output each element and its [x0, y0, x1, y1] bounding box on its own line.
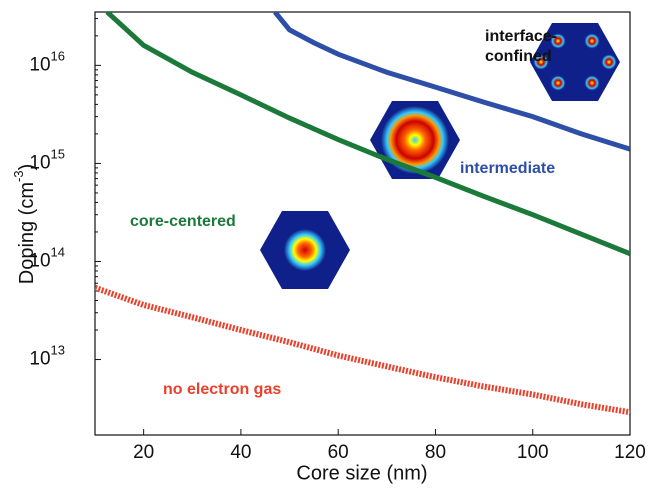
y-tick-exponent: 13 [51, 343, 65, 358]
annotation: intermediate [460, 160, 555, 177]
x-tick-label: 120 [614, 442, 646, 463]
y-tick-base: 10 [29, 152, 50, 173]
y-tick-base: 10 [29, 349, 50, 370]
y-tick-exponent: 14 [51, 245, 65, 260]
y-tick-exponent: 16 [51, 49, 65, 64]
chart: Core size (nm) Doping (cm-3) interface- … [0, 0, 653, 492]
annotation: no electron gas [163, 381, 281, 398]
annotation: confined [485, 48, 552, 65]
y-tick-label: 1016 [29, 49, 65, 76]
annotation: interface- [485, 28, 557, 45]
annotation: core-centered [130, 213, 236, 230]
x-tick-label: 100 [517, 442, 549, 463]
x-tick-label: 80 [425, 442, 446, 463]
y-axis-label-exponent: -3 [11, 170, 26, 182]
inset-core-centered [260, 211, 350, 289]
y-tick-label: 1015 [29, 147, 65, 174]
x-tick-label: 20 [133, 442, 154, 463]
x-tick-label: 60 [328, 442, 349, 463]
y-tick-label: 1013 [29, 343, 65, 370]
x-axis-label: Core size (nm) [296, 462, 427, 484]
y-tick-exponent: 15 [51, 147, 65, 162]
y-tick-base: 10 [29, 54, 50, 75]
x-tick-label: 40 [230, 442, 251, 463]
y-tick-base: 10 [29, 250, 50, 271]
